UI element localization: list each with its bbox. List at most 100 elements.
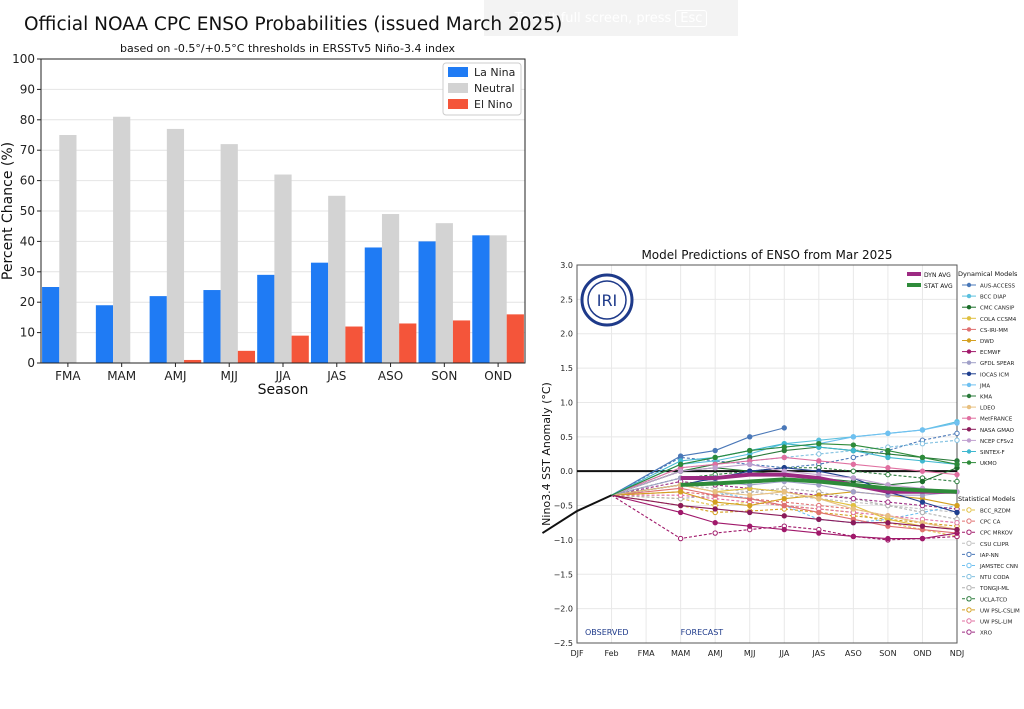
- bar-la-nina-fma: [42, 287, 60, 363]
- y-tick-label: 1.5: [560, 364, 573, 373]
- y-axis-label: Nino3.4 SST Anomaly (°C): [540, 382, 553, 526]
- fullscreen-notice: To exit full screen, press Esc: [484, 0, 738, 36]
- y-tick-label: 20: [20, 295, 35, 309]
- legend-swatch-dot-ecmwf: [966, 349, 972, 354]
- y-tick-label: 100: [12, 52, 35, 66]
- model-point-ldeo: [712, 489, 718, 495]
- bar-la-nina-ond: [472, 235, 490, 363]
- plume-title: Model Predictions of ENSO from Mar 2025: [641, 248, 892, 262]
- model-point-metfrance: [816, 458, 822, 464]
- model-point-iocas-icm: [919, 499, 926, 505]
- model-point-ukmo: [816, 440, 822, 447]
- model-point-aus-access: [781, 425, 787, 431]
- bar-la-nina-aso: [364, 247, 382, 363]
- model-point-ldeo: [781, 489, 787, 495]
- model-point-metfrance: [954, 471, 960, 478]
- model-point-nasa-gmao: [781, 513, 787, 519]
- average-legend-label-dyn-avg: DYN AVG: [924, 272, 951, 279]
- average-line-dyn-avg: [680, 472, 957, 494]
- x-tick-label-amj: AMJ: [708, 649, 723, 658]
- model-point-dwd: [747, 502, 753, 509]
- legend-label-ncep-cfsv2: NCEP CFSv2: [980, 439, 1014, 445]
- model-point-cs-iri-mm: [781, 502, 787, 509]
- model-point-ldeo: [885, 513, 891, 519]
- legend-swatch-dot-ncep-cfsv2: [966, 438, 972, 443]
- model-line-ncep-cfsv2: [611, 463, 958, 496]
- legend-label-el-nino: El Nino: [474, 98, 513, 111]
- x-tick-label-jja: JJA: [778, 649, 790, 658]
- model-point-ecmwf: [919, 535, 926, 542]
- model-point-ukmo: [919, 454, 926, 461]
- model-line-cs-iri-mm: [611, 487, 958, 534]
- bar-la-nina-jas: [310, 262, 329, 363]
- legend-label-aus-access: AUS-ACCESS: [980, 284, 1015, 290]
- model-point-cmc-cansip: [919, 478, 926, 485]
- bar-neutral-mjj: [220, 144, 238, 363]
- legend-swatch-dot-cpc-mrkov: [966, 529, 972, 535]
- legend-label-jamstec-cnn: JAMSTEC CNN: [979, 564, 1018, 570]
- x-tick-label-ndj: NDJ: [950, 649, 965, 658]
- y-tick-label: 70: [20, 143, 35, 157]
- model-point-cpc-mrkov: [712, 530, 718, 536]
- legend-label-ldeo: LDEO: [980, 406, 996, 412]
- model-point-ukmo: [954, 461, 960, 468]
- legend-swatch-dot-cmc-cansip: [966, 305, 972, 310]
- bar-neutral-amj: [166, 128, 185, 363]
- model-point-dwd: [781, 495, 787, 502]
- y-tick-label: −2.0: [554, 605, 573, 614]
- y-tick-label: 0: [27, 356, 35, 370]
- model-point-ukmo: [712, 454, 718, 461]
- model-point-metfrance: [850, 461, 857, 468]
- legend-swatch-dot-sintex-f: [966, 449, 972, 454]
- iri-logo: IRI: [580, 273, 634, 327]
- model-point-metfrance: [781, 454, 787, 461]
- bar-el-nino-amj: [184, 359, 202, 363]
- model-point-jma: [850, 434, 857, 440]
- bar-el-nino-ond: [506, 314, 524, 363]
- y-tick-label: 30: [20, 265, 35, 279]
- legend-label-iocas-icm: IOCAS ICM: [980, 372, 1009, 378]
- bar-la-nina-amj: [149, 296, 167, 363]
- model-point-nasa-gmao: [712, 506, 718, 512]
- model-point-nasa-gmao: [816, 516, 822, 522]
- legend-swatch-dot-gfdl-spear: [966, 360, 972, 365]
- model-point-ecmwf: [885, 535, 891, 542]
- model-point-aus-access: [747, 434, 753, 440]
- model-line-iocas-icm: [611, 467, 958, 513]
- legend-label-bcc-diap: BCC DIAP: [980, 295, 1007, 301]
- x-tick-label-mjj: MJJ: [744, 649, 756, 658]
- legend-swatch-dot-jamstec-cnn: [966, 562, 972, 569]
- model-point-aus-access: [712, 447, 718, 454]
- observed-label: OBSERVED: [585, 628, 629, 637]
- model-point-nasa-gmao: [747, 509, 753, 516]
- model-point-ncep-cfsv2: [850, 475, 857, 481]
- bar-el-nino-son: [452, 320, 471, 363]
- dynamical-model-nasa-gmao: [611, 494, 960, 533]
- model-point-ecmwf: [677, 509, 684, 516]
- legend-swatch-dot-iocas-icm: [966, 371, 972, 376]
- bar-la-nina-mjj: [203, 290, 221, 363]
- bar-neutral-ond: [489, 235, 507, 363]
- y-tick-label: −2.5: [554, 639, 573, 648]
- model-point-cs-iri-mm: [816, 509, 822, 516]
- bar-el-nino-mjj: [237, 350, 256, 363]
- legend-label-xro: XRO: [980, 631, 993, 637]
- x-tick-label-djf: DJF: [570, 649, 584, 658]
- model-point-ucla-tcd: [850, 468, 857, 474]
- x-tick-label-ond: OND: [484, 369, 512, 383]
- model-point-tongji-ml: [919, 509, 926, 516]
- enso-model-plume-chart: Model Predictions of ENSO from Mar 2025 D…: [540, 248, 1020, 658]
- model-point-metfrance: [885, 465, 891, 471]
- y-tick-label: 0.0: [560, 467, 573, 476]
- legend-swatch-dot-ntu-coda: [966, 573, 972, 580]
- dynamical-model-ukmo: [611, 440, 960, 496]
- legend-swatch-la-nina: [448, 67, 468, 77]
- model-point-ldeo: [816, 495, 822, 502]
- legend-label-ntu-coda: NTU CODA: [980, 575, 1010, 581]
- y-tick-label: 40: [20, 234, 35, 248]
- y-axis-label: Percent Chance (%): [0, 142, 16, 280]
- bar-el-nino-jja: [291, 335, 309, 363]
- legend-label-uw-psl-cslim: UW PSL-CSLIM: [980, 608, 1020, 614]
- legend-swatch-neutral: [448, 83, 468, 93]
- y-tick-label: 1.0: [560, 398, 573, 407]
